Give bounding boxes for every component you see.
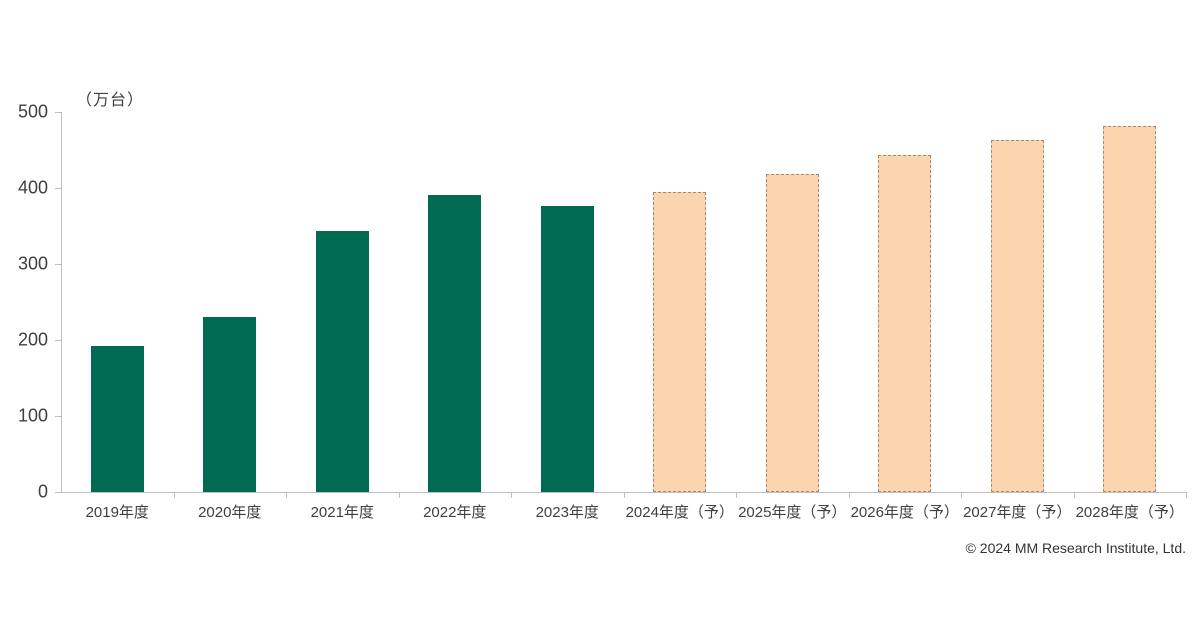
bar-slot <box>286 112 399 492</box>
y-axis-tick-label: 0 <box>37 481 48 502</box>
x-axis-category-label: 2026年度（予） <box>850 504 959 521</box>
x-axis-tick-mark <box>173 493 175 498</box>
bar-slot <box>61 112 174 492</box>
forecast-bar-2025年度（予） <box>765 173 819 492</box>
x-axis-category-label: 2020年度 <box>198 504 262 521</box>
actual-bar-2021年度 <box>315 231 369 492</box>
x-axis-tick-mark <box>736 493 737 498</box>
x-axis-category-label: 2019年度 <box>85 504 149 521</box>
actual-bar-2022年度 <box>428 194 482 492</box>
actual-bar-2020年度 <box>203 317 257 492</box>
x-axis-tick-mark <box>1073 493 1075 498</box>
x-axis-tick-mark <box>1186 493 1187 498</box>
x-axis-tick-mark <box>623 493 625 498</box>
forecast-bar-2024年度（予） <box>653 191 707 492</box>
y-axis-unit-label: （万台） <box>76 92 145 109</box>
bar-slot <box>961 112 1074 492</box>
actual-bar-2023年度 <box>540 206 594 492</box>
y-axis-tick-mark <box>55 264 61 265</box>
bar-slot <box>174 112 287 492</box>
x-axis-tick-mark <box>961 493 962 498</box>
y-axis-tick-label: 100 <box>17 405 48 426</box>
x-axis-category-label: 2024年度（予） <box>625 504 734 521</box>
y-axis-tick-mark <box>55 112 61 113</box>
forecast-bar-2028年度（予） <box>1103 125 1157 492</box>
copyright-note: © 2024 MM Research Institute, Ltd. <box>965 540 1186 556</box>
x-axis-category-label: 2025年度（予） <box>738 504 847 521</box>
x-axis-tick-mark <box>511 493 512 498</box>
y-axis-tick-mark <box>55 492 61 493</box>
y-axis-tick-mark <box>55 416 61 417</box>
bar-slot <box>736 112 849 492</box>
bar-slot <box>1074 112 1187 492</box>
y-axis-tick-mark <box>55 340 61 341</box>
actual-bar-2019年度 <box>90 346 144 492</box>
y-axis-line <box>61 112 62 492</box>
y-axis-tick-label: 400 <box>17 177 48 198</box>
y-axis-tick-label: 500 <box>17 101 48 122</box>
x-axis-category-label: 2028年度（予） <box>1075 504 1184 521</box>
forecast-bar-2026年度（予） <box>878 154 932 492</box>
x-axis-tick-mark <box>848 493 850 498</box>
x-axis-category-label: 2022年度 <box>423 504 487 521</box>
plot-area <box>61 112 1186 492</box>
bar-slot <box>624 112 737 492</box>
x-axis-category-label: 2021年度 <box>310 504 374 521</box>
x-axis-category-label: 2023年度 <box>535 504 599 521</box>
x-axis-tick-mark <box>398 493 400 498</box>
x-axis-category-label: 2027年度（予） <box>963 504 1072 521</box>
bar-slot <box>849 112 962 492</box>
forecast-bar-2027年度（予） <box>990 140 1044 492</box>
y-axis-tick-label: 300 <box>17 253 48 274</box>
x-axis-category-labels: 2019年度 2020年度 2021年度 2022年度 2023年度 2024年度（予） 2… <box>61 501 1186 522</box>
bar-slot <box>399 112 512 492</box>
y-axis-tick-label: 200 <box>17 329 48 350</box>
y-axis-tick-labels: 0 100 200 300 400 500 <box>0 0 48 630</box>
y-axis-tick-mark <box>55 188 61 189</box>
x-axis-tick-mark <box>286 493 287 498</box>
x-axis-line <box>61 492 1187 493</box>
bar-slot <box>511 112 624 492</box>
